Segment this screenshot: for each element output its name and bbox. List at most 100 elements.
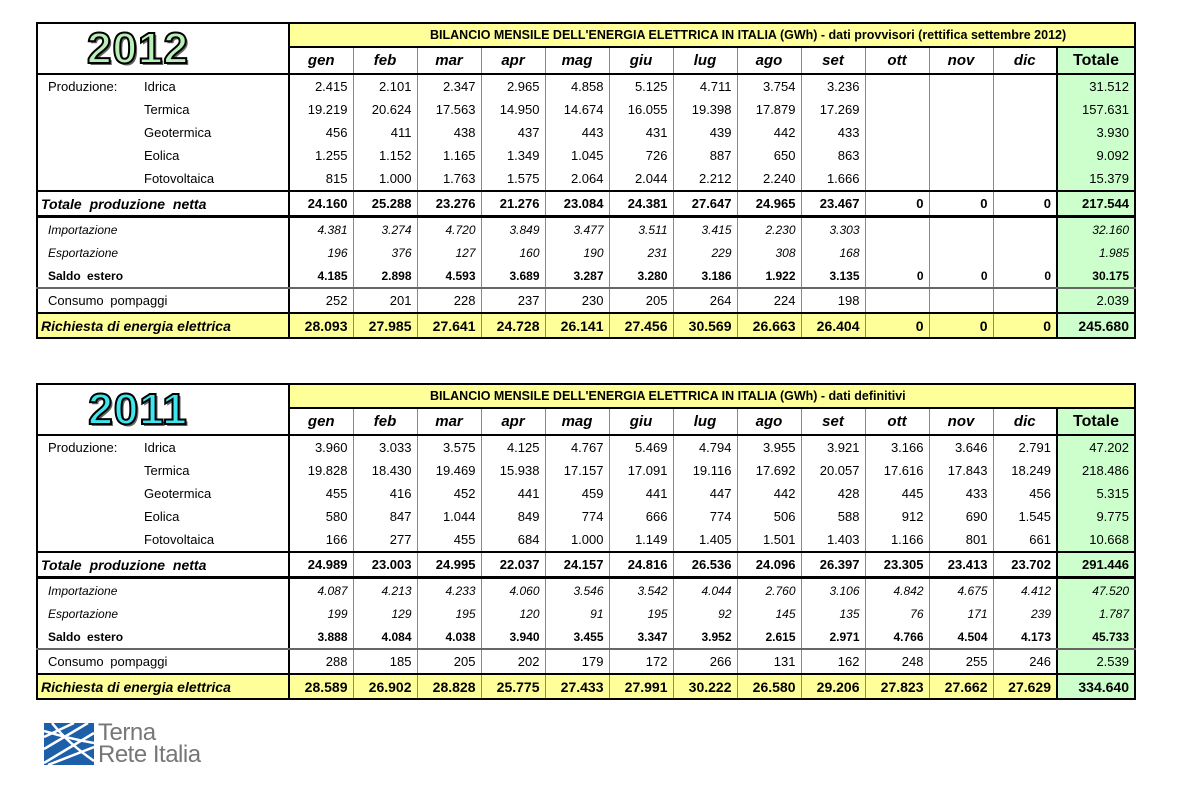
value-cell: 18.430 [352,459,418,482]
value-cell: 4.233 [416,577,482,602]
value-cell: 506 [736,505,802,528]
value-cell: 24.728 [480,313,546,339]
table-row: Importazione 4.381 3.274 4.720 3.849 3.477 3.5… [36,216,1136,241]
table-row: Termica 19.219 20.624 17.563 14.950 14.674 16.… [36,98,1136,121]
row-label-text: Geotermica [144,486,212,501]
row-total-cell: 217.544 [1056,190,1136,218]
value-cell: 4.720 [416,216,482,241]
row-label: Produzione: Idrica [36,435,290,459]
value-cell: 411 [352,121,418,144]
value-cell: 4.038 [416,625,482,650]
value-cell: 27.823 [864,674,930,700]
value-cell: 4.767 [544,435,610,459]
month-header-mag: mag [544,47,610,75]
value-cell: 199 [288,602,354,625]
value-cell: 17.616 [864,459,930,482]
value-cell: 1.763 [416,167,482,191]
value-cell: 201 [352,288,418,314]
value-cell [992,144,1058,167]
value-cell: 4.504 [928,625,994,650]
month-header-set: set [800,47,866,75]
row-label-text: Richiesta di energia elettrica [41,317,231,334]
value-cell: 168 [800,241,866,264]
value-cell: 456 [992,482,1058,505]
value-cell: 171 [928,602,994,625]
row-total-cell: 218.486 [1056,459,1136,482]
value-cell: 1.545 [992,505,1058,528]
row-label-text: Fotovoltaica [144,532,215,547]
value-cell [928,121,994,144]
value-cell: 5.469 [608,435,674,459]
value-cell [864,288,930,314]
month-header-nov: nov [928,408,994,436]
value-cell: 459 [544,482,610,505]
row-label: Richiesta di energia elettrica [36,674,290,700]
value-cell: 5.125 [608,74,674,98]
value-cell: 3.347 [608,625,674,650]
value-cell: 26.902 [352,674,418,700]
table-row: Consumo pompaggi 288 185 205 202 179 172 266 131… [36,649,1136,675]
row-label: Saldo estero [36,264,290,289]
value-cell: 20.624 [352,98,418,121]
row-total-cell: 157.631 [1056,98,1136,121]
month-header-feb: feb [352,47,418,75]
value-cell: 190 [544,241,610,264]
value-cell: 1.255 [288,144,354,167]
value-cell: 20.057 [800,459,866,482]
table-row: Eolica 1.255 1.152 1.165 1.349 1.045 726 887 650… [36,144,1136,167]
value-cell: 25.288 [352,190,418,218]
value-cell: 26.404 [800,313,866,339]
value-cell: 4.173 [992,625,1058,650]
value-cell: 3.546 [544,577,610,602]
row-total-cell: 9.092 [1056,144,1136,167]
value-cell [928,144,994,167]
energy-balance-table-2012: 2012 BILANCIO MENSILE DELL'ENERGIA ELETTR… [36,22,1136,339]
value-cell: 30.222 [672,674,738,700]
row-label: Fotovoltaica [36,528,290,552]
value-cell: 25.775 [480,674,546,700]
value-cell: 849 [480,505,546,528]
value-cell: 252 [288,288,354,314]
value-cell: 3.477 [544,216,610,241]
row-total-cell: 1.985 [1056,241,1136,264]
value-cell: 433 [928,482,994,505]
month-header-gen: gen [288,408,354,436]
year-label: 2011 [87,384,188,434]
value-cell [992,241,1058,264]
value-cell: 4.044 [672,577,738,602]
value-cell: 24.965 [736,190,802,218]
value-cell: 1.922 [736,264,802,289]
value-cell: 24.816 [608,551,674,579]
value-cell: 3.689 [480,264,546,289]
value-cell: 455 [288,482,354,505]
value-cell: 0 [864,264,930,289]
value-cell: 195 [608,602,674,625]
value-cell: 26.141 [544,313,610,339]
value-cell: 1.045 [544,144,610,167]
value-cell: 3.236 [800,74,866,98]
month-header-apr: apr [480,408,546,436]
value-cell: 455 [416,528,482,552]
row-label-text: Totale produzione netta [41,556,207,573]
value-cell: 255 [928,649,994,675]
row-label: Totale produzione netta [36,551,290,579]
value-cell: 2.240 [736,167,802,191]
value-cell: 231 [608,241,674,264]
month-header-ott: ott [864,408,930,436]
month-header-nov: nov [928,47,994,75]
value-cell [992,121,1058,144]
logo-line-2: Rete Italia [98,741,201,768]
value-cell: 308 [736,241,802,264]
value-cell [864,74,930,98]
table-row: Esportazione 199 129 195 120 91 195 92 145 135 76 1… [36,602,1136,625]
value-cell: 27.456 [608,313,674,339]
month-header-ago: ago [736,408,802,436]
value-cell [992,288,1058,314]
row-label: Esportazione [36,241,290,264]
table-row: Saldo estero 3.888 4.084 4.038 3.940 3.455 3.3… [36,625,1136,650]
row-label-text: Importazione [48,222,118,237]
value-cell: 195 [416,602,482,625]
value-cell: 3.274 [352,216,418,241]
value-cell: 1.405 [672,528,738,552]
value-cell: 224 [736,288,802,314]
